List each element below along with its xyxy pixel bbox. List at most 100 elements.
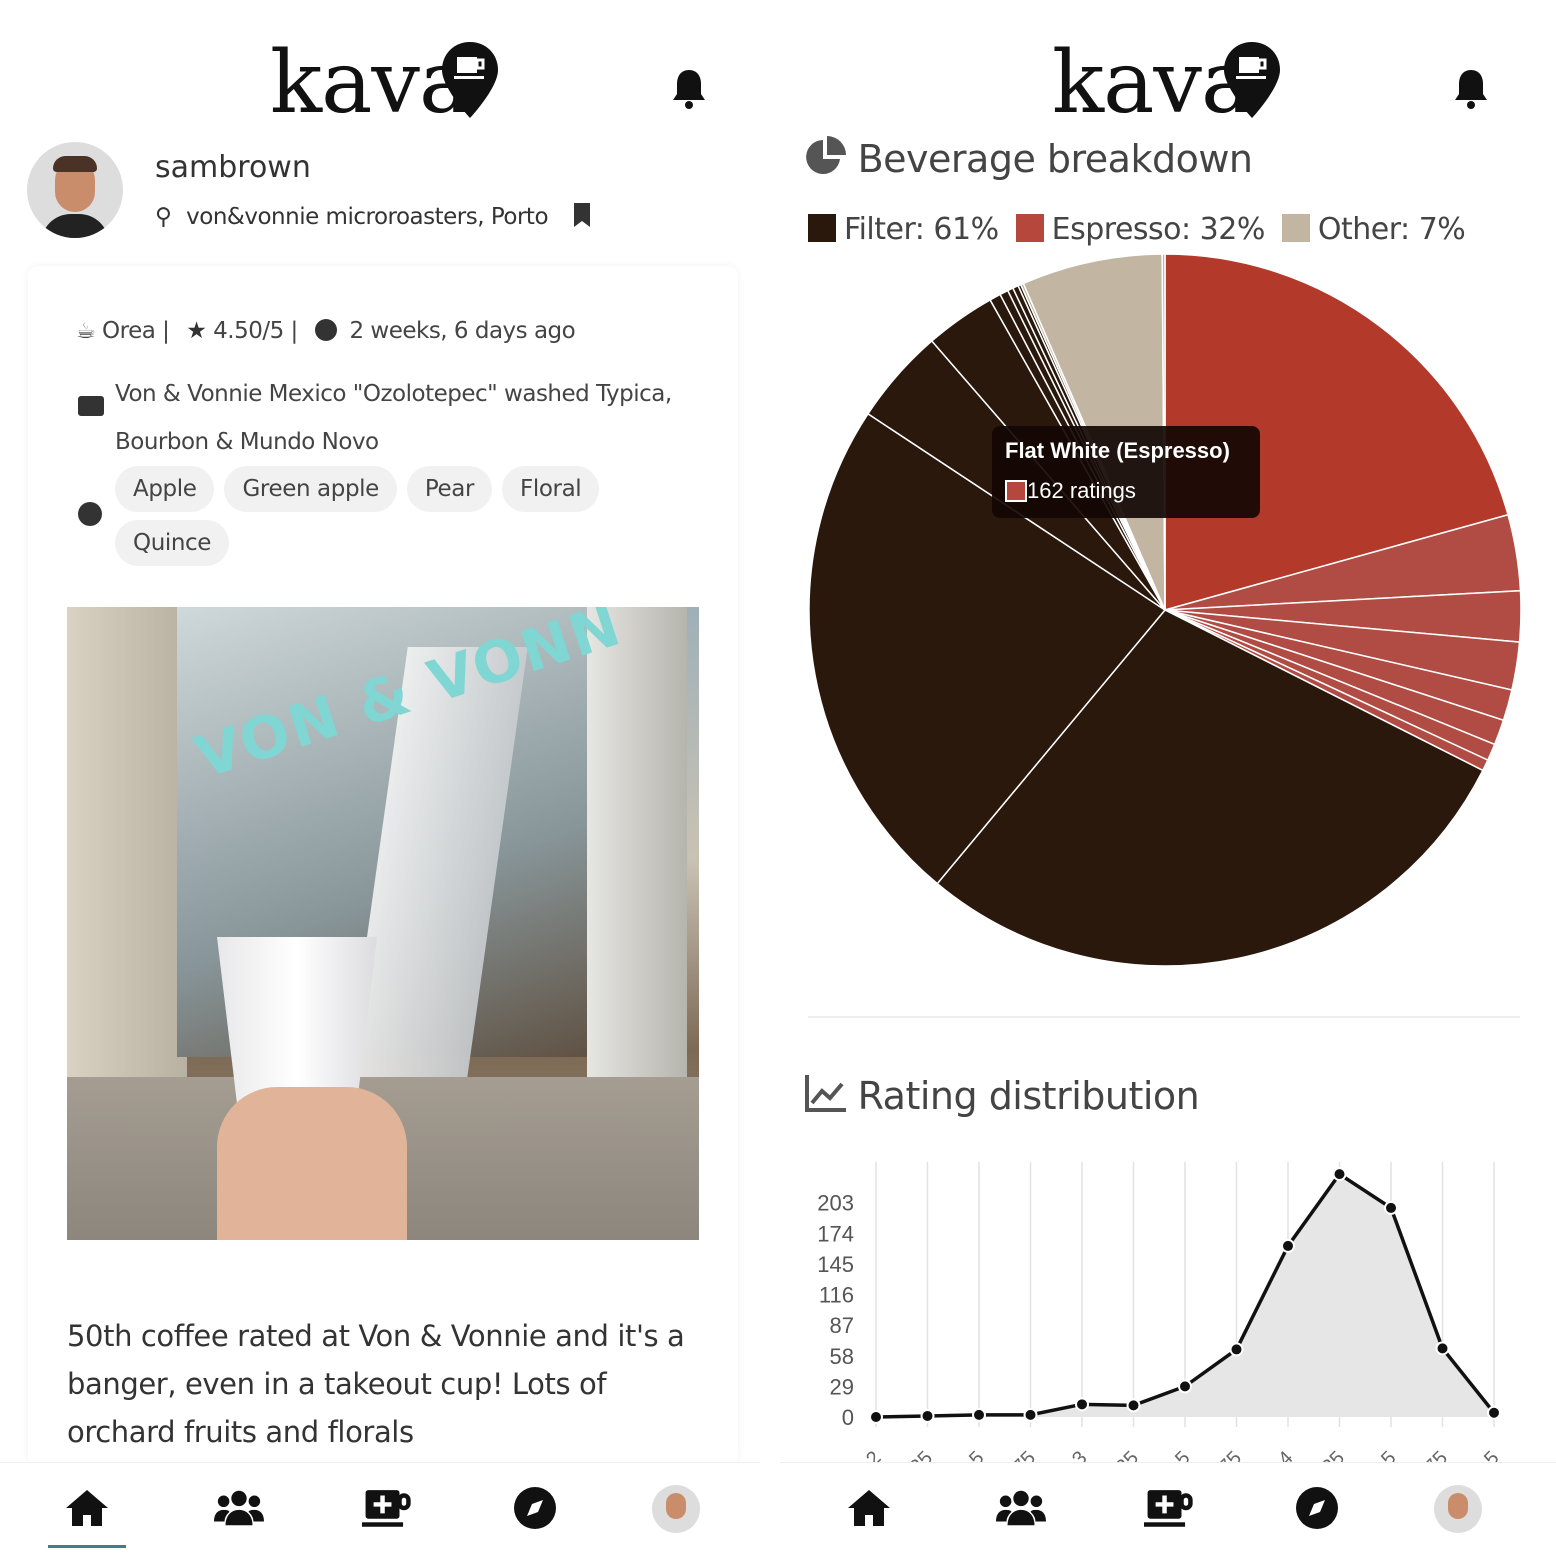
map-pin-cup-icon — [1224, 42, 1280, 118]
data-point[interactable] — [869, 1410, 883, 1424]
x-tick-label: 3.25 — [1100, 1447, 1143, 1462]
data-point[interactable] — [1332, 1167, 1347, 1182]
x-tick-label: 2 — [862, 1447, 885, 1462]
y-tick-label: 87 — [830, 1313, 854, 1338]
clock-icon — [314, 319, 337, 341]
notification-bell-icon[interactable] — [1453, 68, 1489, 110]
legend-swatch-filter — [808, 214, 836, 242]
nav-add-coffee[interactable] — [362, 1485, 412, 1531]
beverage-breakdown-heading: Beverage breakdown — [804, 136, 1253, 181]
map-pin-cup-icon — [442, 42, 498, 118]
data-point[interactable] — [1435, 1341, 1450, 1356]
tooltip-swatch — [1005, 480, 1027, 502]
x-tick-label: 2.25 — [894, 1447, 937, 1462]
y-tick-label: 116 — [819, 1283, 854, 1308]
users-icon — [214, 1490, 264, 1526]
data-point[interactable] — [1075, 1397, 1089, 1412]
pie-slice-other[interactable] — [1161, 253, 1166, 611]
nav-home[interactable] — [62, 1485, 112, 1531]
x-tick-label: 2.5 — [953, 1447, 988, 1462]
data-point[interactable] — [920, 1408, 935, 1423]
box-icon — [78, 396, 104, 416]
notification-bell-icon[interactable] — [671, 68, 707, 110]
nav-profile-avatar[interactable] — [1434, 1485, 1482, 1533]
nav-friends[interactable] — [996, 1485, 1046, 1531]
x-tick-label: 4.5 — [1365, 1447, 1400, 1462]
compass-icon — [514, 1487, 556, 1529]
y-tick-label: 0 — [842, 1405, 854, 1430]
active-tab-indicator — [48, 1545, 126, 1548]
rating-distribution-heading: Rating distribution — [804, 1074, 1200, 1118]
data-point[interactable] — [1023, 1407, 1038, 1422]
data-point[interactable] — [972, 1407, 986, 1422]
tongue-face-icon — [78, 502, 102, 526]
tag-chip: Apple — [115, 466, 215, 512]
y-tick-label: 174 — [817, 1221, 854, 1246]
y-tick-label: 145 — [817, 1252, 854, 1277]
line-chart-icon — [805, 1075, 846, 1112]
legend-swatch-espresso — [1015, 214, 1044, 242]
data-point[interactable] — [1281, 1238, 1295, 1253]
coffee-cup-icon: ☕ — [76, 319, 96, 344]
bookmark-icon[interactable] — [573, 203, 591, 227]
tag-chip: Quince — [115, 520, 230, 566]
legend-other[interactable]: Other: 7% — [1317, 212, 1466, 247]
y-tick-label: 29 — [830, 1374, 854, 1399]
pie-slice-filter[interactable] — [808, 412, 1167, 885]
nav-explore[interactable] — [1292, 1485, 1342, 1531]
logo-text: kava — [1052, 33, 1252, 133]
add-coffee-icon — [362, 1490, 411, 1527]
x-tick-label: 5 — [1480, 1447, 1503, 1462]
legend-filter[interactable]: Filter: 61% — [844, 212, 999, 247]
x-tick-label: 2.75 — [997, 1447, 1040, 1462]
bottom-nav — [780, 1462, 1556, 1556]
y-tick-label: 58 — [830, 1344, 854, 1369]
rating: 4.50/5 | — [213, 318, 298, 344]
x-tick-label: 4.75 — [1409, 1447, 1452, 1462]
nav-profile-avatar[interactable] — [652, 1485, 700, 1533]
tooltip-text: 162 ratings — [1027, 478, 1136, 503]
area-fill — [876, 1174, 1494, 1417]
legend-espresso[interactable]: Espresso: 32% — [1051, 212, 1266, 247]
section-title: Beverage breakdown — [857, 137, 1253, 181]
avatar[interactable] — [27, 142, 123, 238]
pie-slice-espresso[interactable] — [1164, 253, 1509, 611]
location-text: von&vonnie microroasters, Porto — [186, 204, 549, 230]
kava-logo: kava — [1052, 40, 1280, 126]
compass-icon — [1296, 1487, 1338, 1529]
data-point[interactable] — [1178, 1379, 1192, 1394]
star-icon: ★ — [186, 318, 207, 344]
x-tick-label: 3.5 — [1159, 1447, 1194, 1462]
home-icon — [66, 1490, 108, 1526]
post-caption: 50th coffee rated at Von & Vonnie and it… — [67, 1319, 685, 1449]
data-point[interactable] — [1126, 1398, 1141, 1413]
section-title: Rating distribution — [857, 1074, 1200, 1118]
username[interactable]: sambrown — [155, 150, 311, 185]
x-tick-label: 4.25 — [1306, 1447, 1349, 1462]
pin-icon: ⚲ — [155, 204, 172, 230]
data-point[interactable] — [1384, 1200, 1398, 1215]
add-coffee-icon — [1144, 1490, 1193, 1527]
nav-friends[interactable] — [214, 1485, 264, 1531]
x-tick-label: 3 — [1068, 1447, 1091, 1462]
location[interactable]: ⚲ von&vonnie microroasters, Porto — [155, 203, 591, 230]
tooltip-value: 162 ratings — [1005, 478, 1136, 504]
pie-slice-filter[interactable] — [936, 609, 1484, 967]
nav-add-coffee[interactable] — [1144, 1485, 1194, 1531]
data-point[interactable] — [1229, 1342, 1244, 1357]
data-point[interactable] — [1487, 1405, 1501, 1420]
x-tick-label: 3.75 — [1203, 1447, 1246, 1462]
post-photo[interactable]: VON & VONN — [67, 607, 699, 1240]
time-ago: 2 weeks, 6 days ago — [349, 318, 576, 344]
nav-explore[interactable] — [510, 1485, 560, 1531]
home-icon — [848, 1490, 890, 1526]
section-divider — [808, 1016, 1520, 1018]
tag-chip: Floral — [502, 466, 600, 512]
y-tick-label: 203 — [817, 1191, 854, 1216]
nav-home[interactable] — [844, 1485, 894, 1531]
hand — [217, 1087, 407, 1240]
coffee-line-1: Von & Vonnie Mexico "Ozolotepec" washed … — [115, 381, 672, 407]
coffee-name[interactable]: Von & Vonnie Mexico "Ozolotepec" washed … — [115, 370, 672, 466]
tag-chip: Pear — [406, 466, 493, 512]
legend-swatch-other — [1281, 214, 1310, 242]
